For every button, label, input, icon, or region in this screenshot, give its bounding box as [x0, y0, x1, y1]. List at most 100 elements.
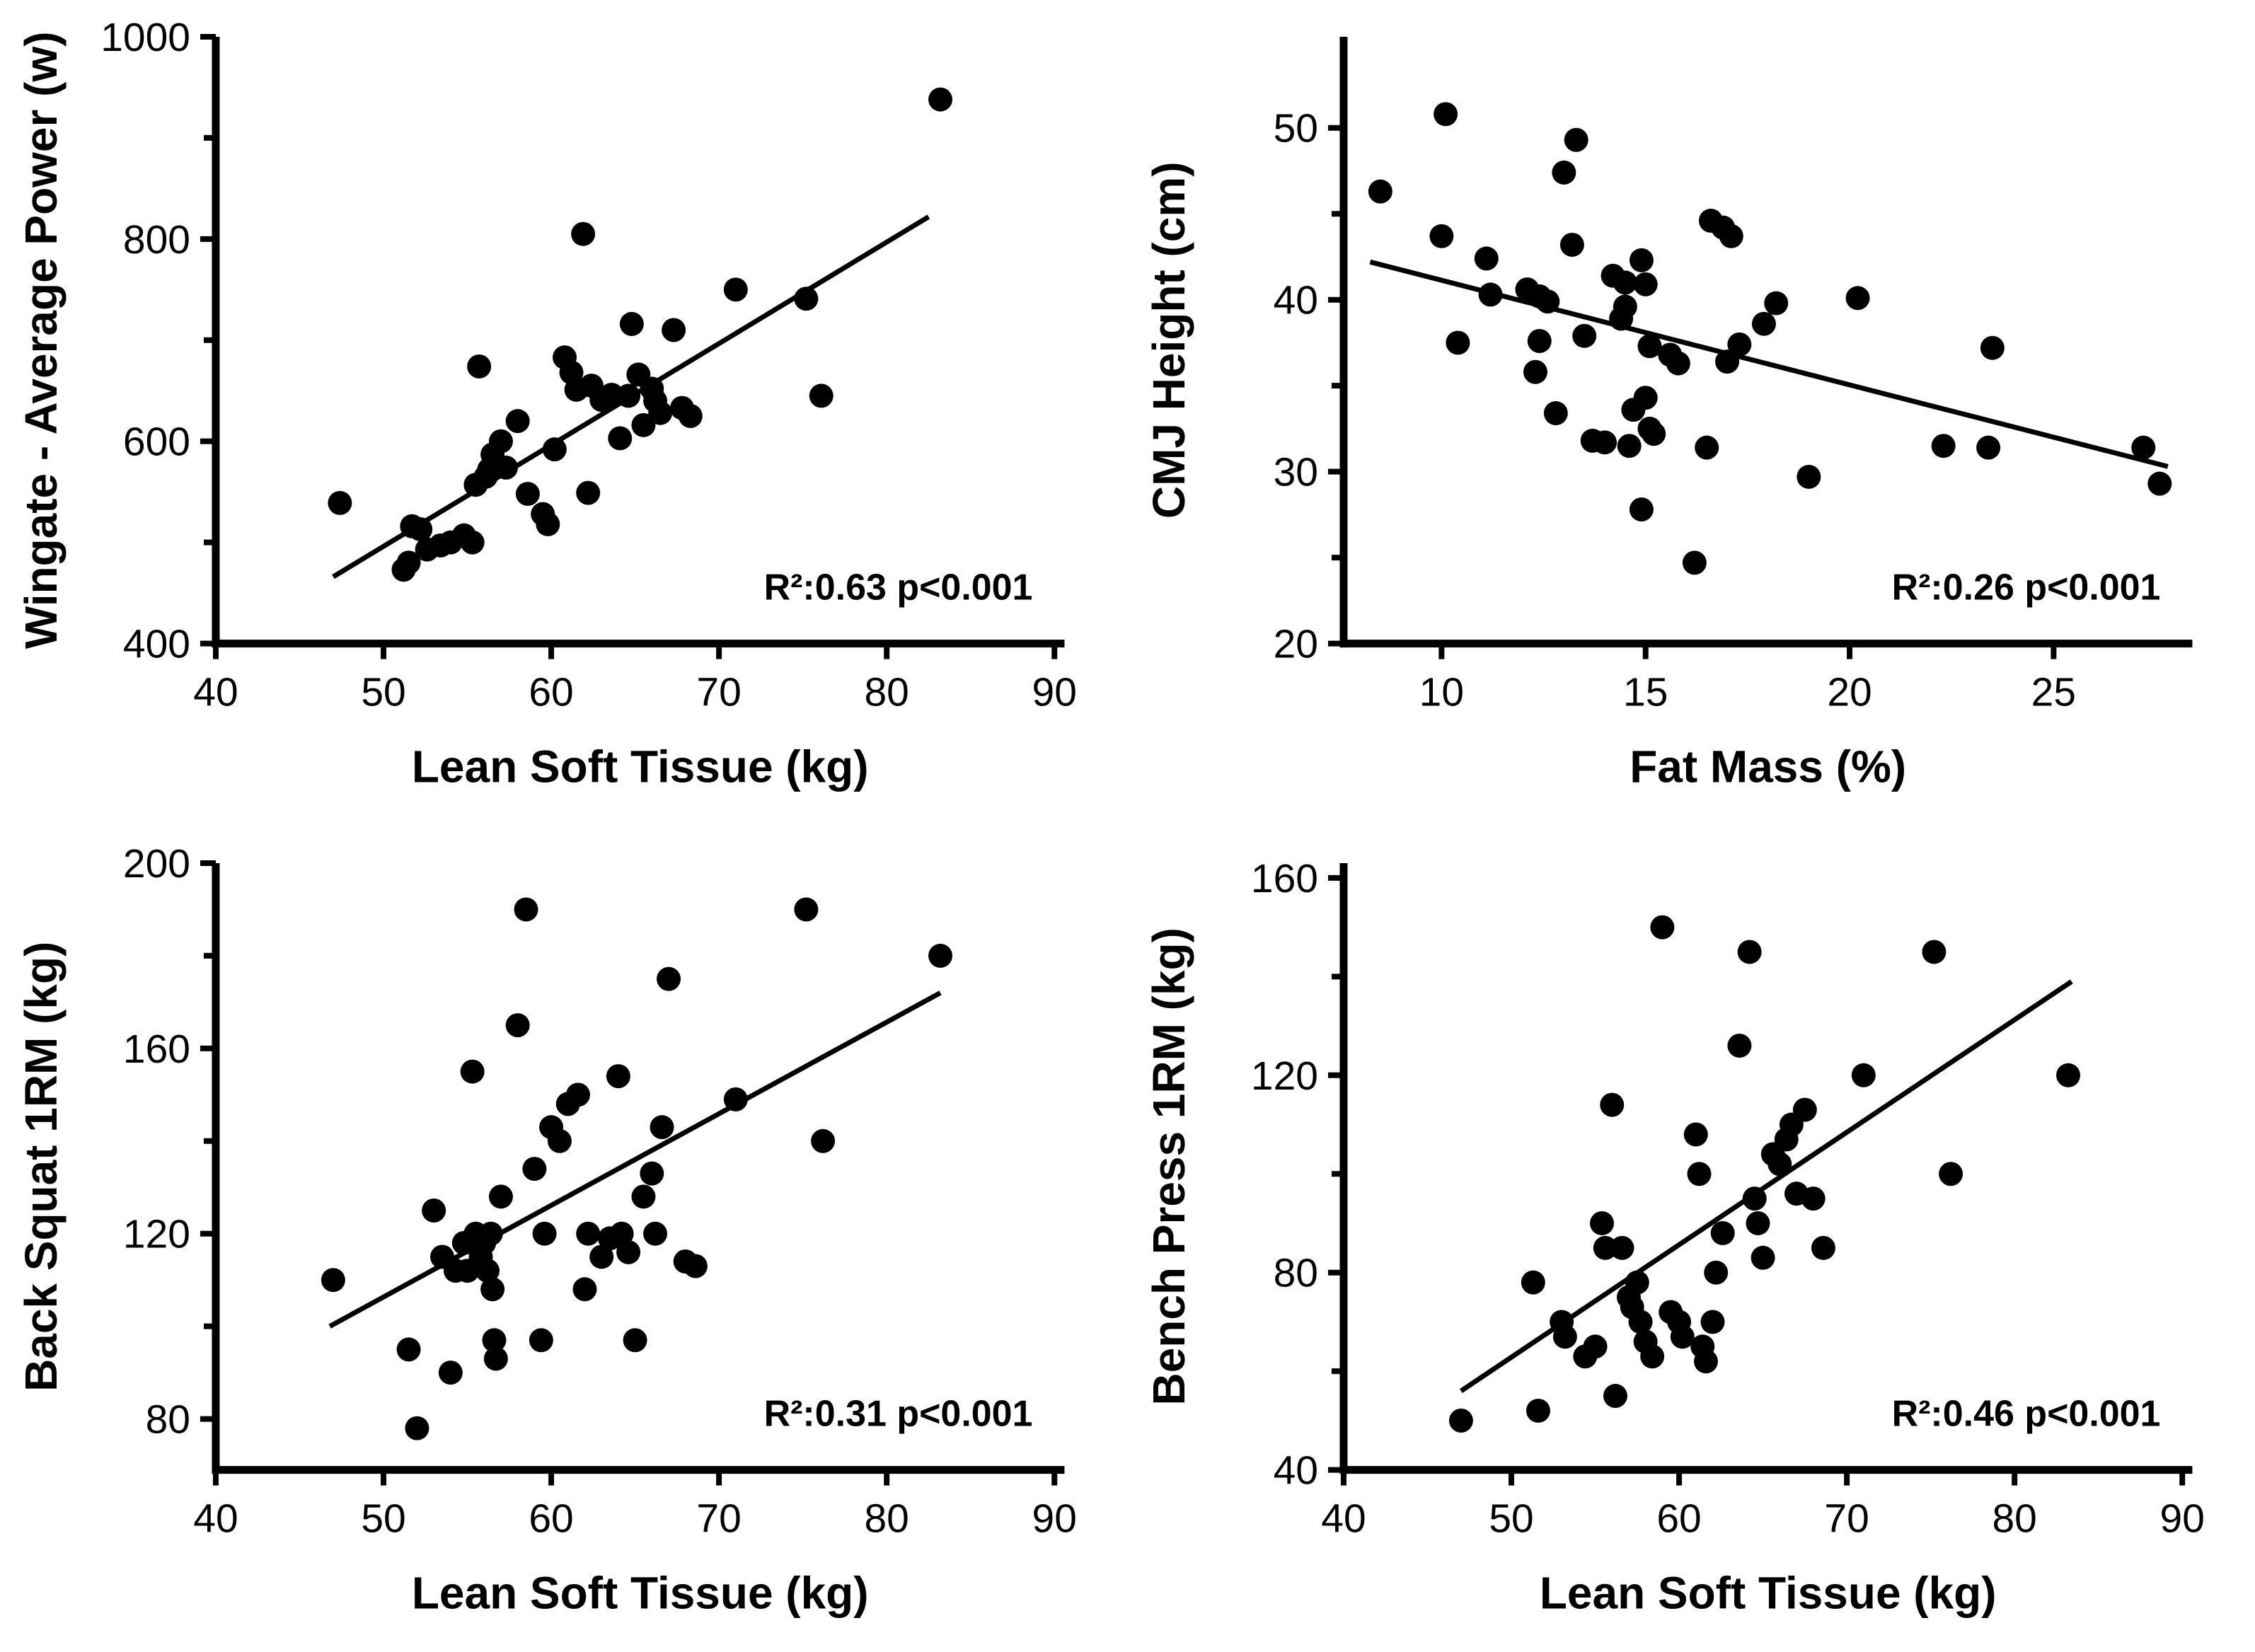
- data-point: [1796, 464, 1821, 489]
- data-point: [623, 1327, 647, 1352]
- y-tick-label: 160: [123, 1026, 190, 1071]
- r-squared-annotation: R²:0.31 p<0.001: [764, 1393, 1033, 1434]
- data-point: [1719, 224, 1743, 248]
- data-point: [576, 1221, 601, 1246]
- data-point: [1921, 939, 1946, 964]
- data-point: [566, 1082, 590, 1107]
- data-point: [1976, 435, 2000, 460]
- y-tick-label: 800: [123, 217, 190, 262]
- data-point: [662, 318, 686, 342]
- cmj-chart: 10 15 20 25 20 30 40 50 R²:0.26 p<0.001 Fat Mass …: [1143, 36, 2192, 792]
- data-point: [616, 383, 641, 408]
- r-squared-annotation: R²:0.26 p<0.001: [1891, 567, 2160, 608]
- data-point: [1629, 497, 1654, 522]
- data-point: [572, 1276, 597, 1301]
- data-point: [1703, 1260, 1728, 1285]
- scatter-panel-wingate: 40 50 60 70 80 90 400 600 800 1000 R²:0.63 p<0.001…: [0, 0, 1128, 826]
- data-point: [514, 896, 538, 921]
- data-point: [576, 480, 601, 505]
- data-point: [608, 426, 633, 451]
- x-tick-label: 60: [529, 1496, 573, 1541]
- data-point: [547, 1128, 572, 1153]
- data-point: [1682, 550, 1707, 575]
- y-tick-label: 40: [1273, 1448, 1317, 1493]
- data-point: [794, 287, 819, 311]
- y-tick-label: 600: [123, 420, 190, 465]
- y-tick-label: 400: [123, 622, 190, 667]
- data-point: [1527, 329, 1552, 354]
- data-point: [1583, 1334, 1608, 1358]
- data-point: [1726, 332, 1751, 357]
- data-point: [1700, 1309, 1724, 1334]
- x-tick-label: 40: [193, 1496, 238, 1541]
- data-point: [438, 1360, 463, 1385]
- data-point: [631, 412, 656, 437]
- x-tick-label: 90: [1032, 1496, 1077, 1541]
- data-point: [2055, 1063, 2080, 1087]
- data-point: [1726, 1033, 1751, 1058]
- y-tick-label: 200: [123, 841, 190, 886]
- data-point: [619, 311, 644, 336]
- data-point: [1633, 386, 1658, 410]
- data-point: [494, 455, 519, 480]
- data-point: [1543, 401, 1568, 426]
- data-point: [467, 354, 492, 379]
- trend-line: [328, 990, 942, 1329]
- data-point: [1683, 1121, 1708, 1146]
- data-point: [1523, 359, 1547, 384]
- data-point: [606, 1063, 630, 1088]
- data-point: [478, 1221, 503, 1246]
- data-point: [1564, 127, 1588, 152]
- data-point: [1603, 1383, 1627, 1408]
- data-point: [1666, 351, 1690, 376]
- data-point: [1742, 1186, 1767, 1211]
- data-point: [648, 400, 673, 425]
- x-axis-label: Lean Soft Tissue (kg): [412, 741, 869, 792]
- bench-press-chart: 40 50 60 70 80 90 40 80 120 160 R²:0.46 p<0.001 Lea…: [1143, 855, 2205, 1618]
- data-point: [1478, 282, 1503, 307]
- data-point: [1801, 1186, 1826, 1211]
- data-point: [536, 512, 560, 536]
- data-point: [657, 966, 681, 991]
- data-point: [928, 87, 953, 112]
- data-point: [396, 550, 421, 575]
- data-point: [1433, 102, 1458, 127]
- data-point: [1639, 1344, 1664, 1368]
- x-tick-label: 50: [361, 670, 405, 715]
- x-tick-label: 10: [1419, 670, 1463, 715]
- x-tick-label: 50: [361, 1496, 405, 1541]
- data-point: [2147, 471, 2172, 496]
- data-point: [1526, 1398, 1550, 1423]
- trend-line: [1369, 259, 2169, 469]
- data-point: [1637, 334, 1661, 359]
- data-point: [1751, 311, 1776, 336]
- y-tick-label: 80: [146, 1397, 190, 1442]
- x-tick-label: 70: [1824, 1496, 1869, 1541]
- data-point: [571, 221, 596, 246]
- x-tick-label: 15: [1623, 670, 1668, 715]
- data-point: [522, 1156, 547, 1181]
- data-point: [1474, 246, 1499, 271]
- x-tick-label: 80: [864, 1496, 909, 1541]
- data-point: [542, 437, 567, 462]
- x-tick-label: 60: [529, 670, 573, 715]
- x-axis-label: Lean Soft Tissue (kg): [1539, 1567, 1996, 1618]
- x-tick-label: 80: [1992, 1496, 2036, 1541]
- data-point: [1535, 289, 1559, 314]
- y-axis-label: Wingate - Average Power (w): [16, 31, 67, 649]
- data-point: [408, 517, 433, 542]
- data-point: [1767, 1151, 1792, 1176]
- data-point: [1445, 330, 1470, 355]
- data-point: [2130, 435, 2155, 460]
- data-point: [1599, 1092, 1624, 1117]
- data-point: [1845, 286, 1870, 311]
- wingate-chart: 40 50 60 70 80 90 400 600 800 1000 R²:0.63 p<0.001…: [16, 15, 1077, 792]
- x-tick-label: 90: [1032, 670, 1077, 715]
- data-point: [483, 1346, 508, 1370]
- data-point: [1687, 1161, 1712, 1186]
- data-point: [650, 1114, 674, 1139]
- data-point: [515, 482, 540, 507]
- data-point: [1737, 939, 1762, 964]
- y-tick-label: 20: [1273, 622, 1317, 667]
- data-point: [505, 409, 530, 434]
